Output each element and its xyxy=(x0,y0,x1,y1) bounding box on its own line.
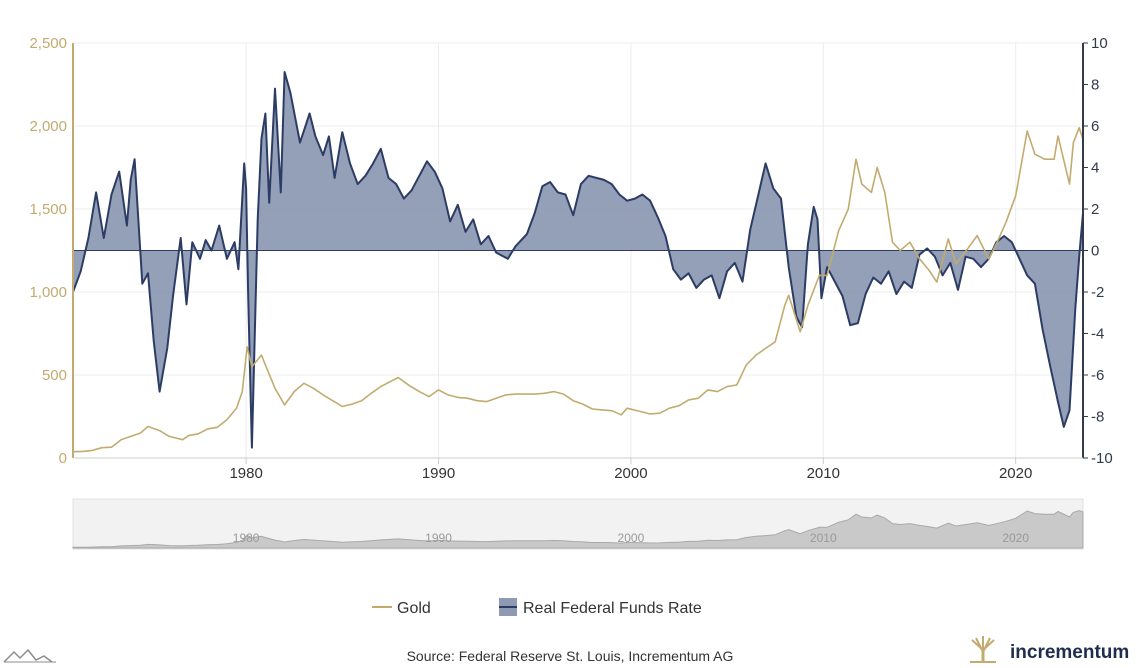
left-tick-label: 2,000 xyxy=(29,118,67,135)
left-axis-ticks: 0 500 1,000 1,500 2,000 2,500 xyxy=(29,35,67,467)
navigator-series xyxy=(72,510,1084,549)
navigator-area xyxy=(72,510,1084,549)
right-tick-label: 8 xyxy=(1091,77,1099,94)
x-tick-label: 2010 xyxy=(807,465,840,482)
left-tick-label: 0 xyxy=(59,450,67,467)
brand-name: incrementum xyxy=(1010,642,1129,663)
right-tick-label: -2 xyxy=(1091,284,1104,301)
rffr-line[interactable] xyxy=(72,71,1084,449)
navigator-tick-label: 2010 xyxy=(810,531,837,545)
right-tick-label: 10 xyxy=(1091,35,1108,52)
right-tick-label: -6 xyxy=(1091,367,1104,384)
left-tick-label: 500 xyxy=(42,367,67,384)
x-tick-label: 2000 xyxy=(614,465,647,482)
legend: Gold Real Federal Funds Rate xyxy=(372,598,702,617)
right-tick-label: 2 xyxy=(1091,201,1099,218)
right-tick-label: -4 xyxy=(1091,326,1104,343)
navigator-tick-label: 2020 xyxy=(1002,531,1029,545)
source-note: Source: Federal Reserve St. Louis, Incre… xyxy=(407,648,734,664)
gold-series xyxy=(72,126,1084,453)
legend-item-gold[interactable]: Gold xyxy=(372,600,431,617)
legend-gold-label: Gold xyxy=(397,600,431,617)
range-navigator[interactable]: 1980 1990 2000 2010 2020 xyxy=(72,498,1084,550)
chart-mini-icon xyxy=(3,648,56,663)
right-tick-label: 4 xyxy=(1091,160,1099,177)
x-axis-ticks: 1980 1990 2000 2010 2020 xyxy=(229,458,1032,482)
navigator-tick-label: 1990 xyxy=(425,531,452,545)
right-tick-label: 6 xyxy=(1091,118,1099,135)
tree-icon xyxy=(967,636,1000,664)
navigator-ticks: 1980 1990 2000 2010 2020 xyxy=(233,531,1030,545)
right-tick-label: -8 xyxy=(1091,409,1104,426)
left-tick-label: 1,500 xyxy=(29,201,67,218)
left-tick-label: 2,500 xyxy=(29,35,67,52)
rffr-area[interactable] xyxy=(73,72,1083,448)
navigator-tick-label: 1980 xyxy=(233,531,260,545)
right-tick-label: -10 xyxy=(1091,450,1113,467)
legend-rffr-label: Real Federal Funds Rate xyxy=(523,600,702,617)
left-tick-label: 1,000 xyxy=(29,284,67,301)
x-tick-label: 1980 xyxy=(229,465,262,482)
right-axis-ticks: -10 -8 -6 -4 -2 0 2 4 6 8 10 xyxy=(1083,35,1113,467)
x-tick-label: 2020 xyxy=(999,465,1032,482)
x-tick-label: 1990 xyxy=(422,465,455,482)
navigator-tick-label: 2000 xyxy=(618,531,645,545)
right-tick-label: 0 xyxy=(1091,243,1099,260)
incrementum-logo: incrementum xyxy=(967,636,1129,664)
gold-line[interactable] xyxy=(72,126,1084,453)
legend-item-rffr[interactable]: Real Federal Funds Rate xyxy=(499,598,702,617)
